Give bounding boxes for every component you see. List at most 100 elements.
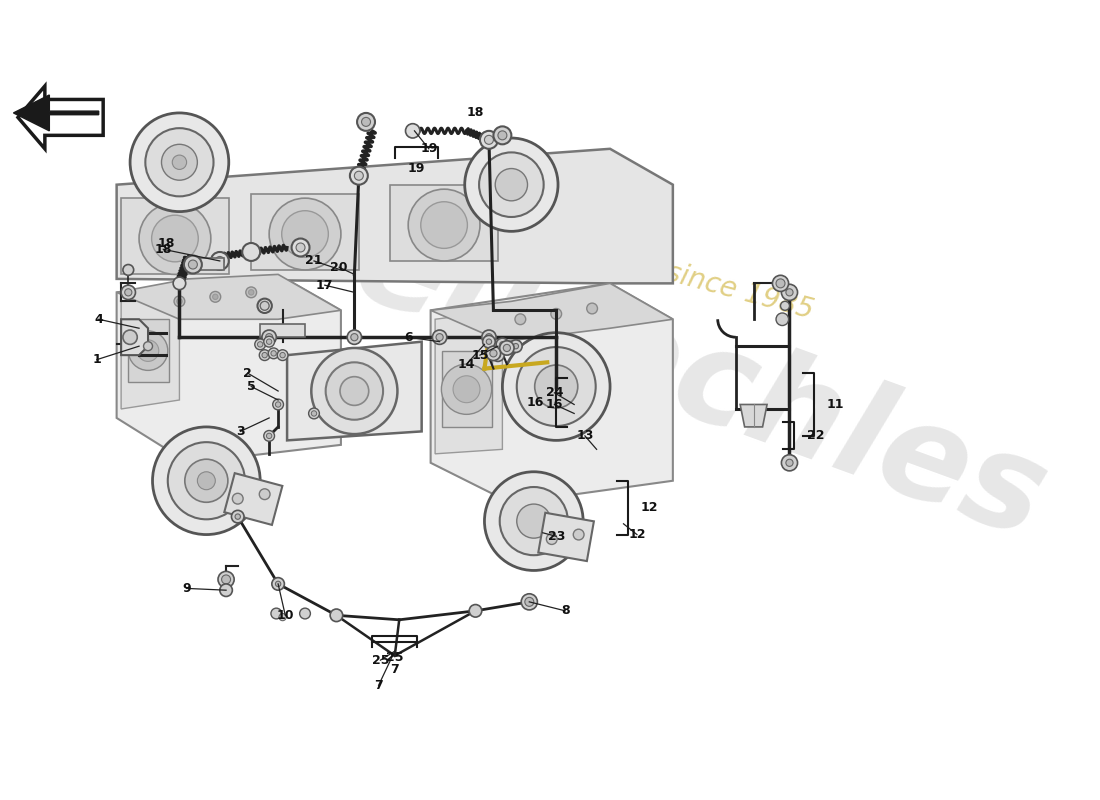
Circle shape — [486, 339, 492, 344]
Bar — [224, 473, 283, 525]
Circle shape — [162, 144, 197, 180]
Circle shape — [143, 342, 153, 350]
Circle shape — [521, 594, 538, 610]
Circle shape — [184, 255, 202, 274]
Circle shape — [496, 338, 508, 350]
Circle shape — [464, 138, 558, 231]
Circle shape — [279, 353, 285, 358]
Circle shape — [121, 285, 135, 299]
Polygon shape — [287, 342, 421, 440]
Circle shape — [232, 494, 243, 504]
Circle shape — [432, 330, 447, 344]
Circle shape — [483, 335, 495, 348]
Circle shape — [495, 169, 528, 201]
Circle shape — [177, 298, 183, 304]
Circle shape — [503, 333, 611, 440]
Text: 10: 10 — [276, 609, 294, 622]
Circle shape — [197, 472, 216, 490]
Circle shape — [453, 376, 480, 402]
Circle shape — [350, 166, 367, 185]
Circle shape — [245, 287, 256, 298]
Circle shape — [242, 243, 261, 261]
Circle shape — [311, 348, 397, 434]
Circle shape — [517, 504, 551, 538]
Circle shape — [517, 347, 596, 426]
Text: 7: 7 — [390, 662, 399, 676]
Circle shape — [470, 605, 482, 617]
Circle shape — [504, 344, 510, 351]
Circle shape — [482, 330, 496, 344]
Polygon shape — [261, 324, 305, 338]
Circle shape — [480, 152, 543, 217]
Circle shape — [249, 290, 254, 295]
Circle shape — [271, 608, 282, 619]
Circle shape — [185, 459, 228, 502]
Circle shape — [123, 330, 138, 344]
Circle shape — [168, 442, 245, 519]
Circle shape — [484, 135, 494, 144]
Circle shape — [351, 334, 358, 341]
Polygon shape — [192, 258, 224, 270]
Circle shape — [362, 118, 371, 126]
Circle shape — [138, 340, 158, 362]
Circle shape — [408, 189, 480, 261]
Circle shape — [153, 427, 261, 534]
Bar — [442, 350, 492, 427]
Circle shape — [218, 571, 234, 587]
Circle shape — [279, 614, 286, 621]
Circle shape — [421, 202, 468, 248]
Text: 18: 18 — [157, 237, 175, 250]
Text: 11: 11 — [826, 398, 844, 411]
Circle shape — [490, 350, 497, 357]
Circle shape — [330, 609, 343, 622]
Text: 8: 8 — [561, 604, 570, 618]
Circle shape — [235, 514, 241, 519]
Circle shape — [221, 575, 231, 584]
Circle shape — [272, 578, 285, 590]
Circle shape — [211, 252, 229, 270]
Circle shape — [781, 302, 790, 310]
Text: 24: 24 — [546, 386, 563, 399]
Circle shape — [282, 210, 329, 258]
Circle shape — [273, 399, 284, 410]
Circle shape — [776, 313, 789, 326]
Circle shape — [220, 584, 232, 597]
Text: 23: 23 — [548, 530, 565, 543]
Polygon shape — [430, 283, 673, 503]
Text: 2: 2 — [243, 366, 252, 379]
Polygon shape — [436, 310, 503, 454]
Circle shape — [494, 126, 512, 144]
Text: 20: 20 — [330, 261, 348, 274]
Text: 17: 17 — [316, 278, 333, 292]
Circle shape — [260, 489, 270, 499]
Circle shape — [173, 277, 186, 290]
Circle shape — [145, 128, 213, 196]
Text: 18: 18 — [466, 106, 484, 119]
Circle shape — [515, 314, 526, 325]
Circle shape — [216, 257, 224, 266]
Circle shape — [484, 472, 583, 570]
Circle shape — [441, 364, 492, 414]
Circle shape — [781, 454, 798, 471]
Circle shape — [326, 362, 383, 420]
Circle shape — [262, 353, 267, 358]
Circle shape — [261, 302, 270, 310]
Circle shape — [436, 334, 443, 341]
Circle shape — [231, 510, 244, 523]
Bar — [390, 185, 498, 261]
Polygon shape — [117, 274, 341, 319]
Text: 12: 12 — [628, 528, 646, 541]
Bar — [251, 194, 359, 270]
Circle shape — [270, 198, 341, 270]
Polygon shape — [430, 283, 673, 342]
Circle shape — [124, 289, 132, 296]
Circle shape — [498, 131, 507, 140]
Circle shape — [296, 243, 305, 252]
Text: 19: 19 — [408, 162, 425, 175]
Text: 4: 4 — [95, 313, 103, 326]
Circle shape — [275, 402, 280, 407]
Circle shape — [262, 330, 276, 344]
Circle shape — [772, 275, 789, 291]
Circle shape — [130, 113, 229, 212]
Text: 16: 16 — [546, 398, 563, 411]
